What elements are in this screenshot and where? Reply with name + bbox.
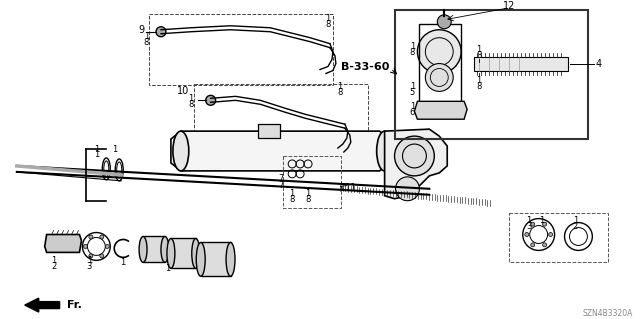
Circle shape xyxy=(396,177,419,201)
Text: 1: 1 xyxy=(410,42,415,51)
Polygon shape xyxy=(415,101,467,119)
Ellipse shape xyxy=(192,239,200,268)
Bar xyxy=(419,24,461,115)
Text: SZN4B3320A: SZN4B3320A xyxy=(583,308,633,317)
Circle shape xyxy=(100,254,104,258)
Circle shape xyxy=(525,233,529,236)
Text: 11: 11 xyxy=(345,183,357,193)
Circle shape xyxy=(426,63,453,91)
Text: 1: 1 xyxy=(93,151,99,160)
Text: 1: 1 xyxy=(144,32,149,41)
Text: 3: 3 xyxy=(526,222,531,231)
Text: 1: 1 xyxy=(573,216,578,225)
Polygon shape xyxy=(45,234,81,252)
FancyArrow shape xyxy=(25,298,60,312)
Ellipse shape xyxy=(139,236,147,262)
Text: 1: 1 xyxy=(410,82,415,91)
Text: 2: 2 xyxy=(51,262,56,271)
Text: 3: 3 xyxy=(86,262,92,271)
Text: 6: 6 xyxy=(410,108,415,117)
Bar xyxy=(201,242,230,276)
Bar xyxy=(171,239,196,268)
Polygon shape xyxy=(385,129,447,199)
Circle shape xyxy=(543,222,547,226)
Text: Fr.: Fr. xyxy=(67,300,81,310)
Text: 12: 12 xyxy=(502,1,515,11)
Text: 8: 8 xyxy=(289,195,295,204)
Text: 1: 1 xyxy=(325,14,331,23)
Text: 1: 1 xyxy=(476,45,482,54)
Bar xyxy=(149,14,333,85)
Text: 1: 1 xyxy=(526,216,531,225)
Text: 7: 7 xyxy=(278,174,284,183)
Bar xyxy=(509,213,608,262)
Circle shape xyxy=(156,27,166,37)
Text: 1: 1 xyxy=(539,216,544,225)
Text: 1: 1 xyxy=(305,189,310,198)
Bar xyxy=(474,56,568,71)
Ellipse shape xyxy=(161,236,169,262)
Text: 9: 9 xyxy=(138,25,144,35)
Circle shape xyxy=(89,254,93,258)
Text: 2: 2 xyxy=(573,222,578,231)
Text: 10: 10 xyxy=(177,86,189,96)
Text: 8: 8 xyxy=(337,88,342,97)
Polygon shape xyxy=(171,131,390,171)
Circle shape xyxy=(548,233,552,236)
Text: 4: 4 xyxy=(595,59,602,69)
Bar xyxy=(143,236,165,262)
Ellipse shape xyxy=(173,131,189,171)
Text: 5: 5 xyxy=(410,88,415,97)
Circle shape xyxy=(417,30,461,73)
Bar xyxy=(194,85,368,156)
Circle shape xyxy=(83,244,88,249)
Circle shape xyxy=(543,243,547,247)
Text: 1: 1 xyxy=(87,256,92,265)
Circle shape xyxy=(100,235,104,239)
Circle shape xyxy=(531,243,534,247)
Text: B-33-60: B-33-60 xyxy=(341,62,390,71)
Ellipse shape xyxy=(167,239,175,268)
Text: 1: 1 xyxy=(120,258,126,267)
Bar xyxy=(394,10,588,139)
Bar xyxy=(259,124,280,138)
Circle shape xyxy=(106,244,109,249)
Text: 1: 1 xyxy=(189,94,194,103)
Text: 1: 1 xyxy=(93,145,99,153)
Text: 1: 1 xyxy=(289,189,295,198)
Circle shape xyxy=(205,95,216,105)
Text: 8: 8 xyxy=(476,51,482,60)
Text: 8: 8 xyxy=(410,48,415,57)
Circle shape xyxy=(89,235,93,239)
Text: 7: 7 xyxy=(278,181,284,190)
Ellipse shape xyxy=(226,242,235,276)
Circle shape xyxy=(437,15,451,29)
Text: 1: 1 xyxy=(51,256,56,265)
Ellipse shape xyxy=(377,131,392,171)
Text: 1: 1 xyxy=(337,82,342,91)
Circle shape xyxy=(394,136,435,176)
Text: 8: 8 xyxy=(188,100,194,109)
Bar xyxy=(284,156,341,208)
Ellipse shape xyxy=(196,242,205,276)
Circle shape xyxy=(531,222,534,226)
Text: 1: 1 xyxy=(111,145,117,153)
Text: 1: 1 xyxy=(410,102,415,111)
Text: 8: 8 xyxy=(325,20,331,29)
Text: 8: 8 xyxy=(305,195,311,204)
Text: 8: 8 xyxy=(476,82,482,91)
Text: 1: 1 xyxy=(476,76,482,85)
Text: 1: 1 xyxy=(165,264,170,273)
Text: 8: 8 xyxy=(143,38,149,47)
